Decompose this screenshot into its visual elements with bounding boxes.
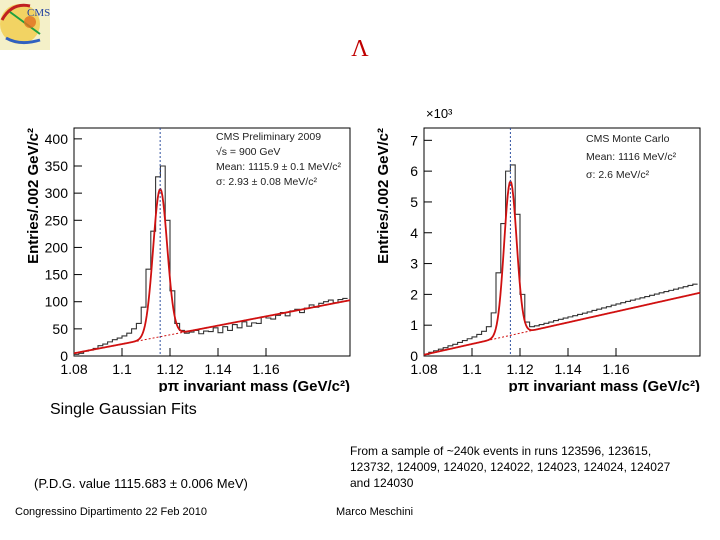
chart-annotation: √s = 900 GeV [216, 146, 280, 158]
x-tick-label: 1.14 [554, 361, 581, 377]
plot-frame [423, 127, 701, 357]
y-tick-label: 5 [410, 194, 418, 210]
x-tick-label: 1.1 [112, 361, 132, 377]
x-tick-label: 1.08 [60, 361, 87, 377]
chart-annotation: Mean: 1115.9 ± 0.1 MeV/c² [216, 161, 342, 173]
x-tick-label: 1.14 [204, 361, 231, 377]
y-tick-label: 400 [45, 131, 69, 147]
y-tick-label: 2 [410, 286, 418, 302]
cms-logo: CMS [0, 0, 50, 50]
y-tick-label: 150 [45, 267, 69, 283]
chart-annotation: σ: 2.93 ± 0.08 MeV/c² [216, 176, 317, 188]
gaussian-fit-line [423, 179, 701, 356]
chart-annotation: CMS Preliminary 2009 [216, 131, 321, 143]
y-axis-label: Entries/.002 GeV/c² [375, 128, 392, 264]
lambda-data-plot: 0 50 100 150 200 250 300 350 400 1.08 1.1 1.12 1.14 1… [25, 127, 351, 392]
pdg-note: (P.D.G. value 1115.683 ± 0.006 MeV) [34, 476, 248, 491]
histogram-series [73, 165, 348, 356]
fit-caption: Single Gaussian Fits [50, 401, 197, 418]
x-tick-label: 1.12 [156, 361, 183, 377]
x-tick-label: 1.08 [410, 361, 437, 377]
y-axis-label: Entries/.002 GeV/c² [25, 128, 42, 264]
x-tick-label: 1.16 [602, 361, 629, 377]
y-tick-label: 6 [410, 163, 418, 179]
slide-title: Λ [351, 36, 369, 62]
y-tick-label: 7 [410, 132, 418, 148]
y-tick-label: 350 [45, 158, 69, 174]
chart-annotation: CMS Monte Carlo [586, 133, 670, 145]
x-tick-label: 1.12 [506, 361, 533, 377]
y-tick-label: 4 [410, 225, 418, 241]
y-tick-label: 3 [410, 256, 418, 272]
y-tick-label: 300 [45, 185, 69, 201]
y-tick-label: 1 [410, 317, 418, 333]
chart-annotation: Mean: 1116 MeV/c² [586, 151, 677, 163]
y-tick-label: 0 [410, 348, 418, 364]
y-tick-label: 250 [45, 212, 69, 228]
footer-event: Congressino Dipartimento 22 Feb 2010 [15, 506, 208, 518]
sample-note: From a sample of ~240k events in runs 12… [350, 444, 671, 490]
chart-annotation: σ: 2.6 MeV/c² [586, 169, 650, 181]
y-tick-label: 200 [45, 239, 69, 255]
x-tick-label: 1.16 [252, 361, 279, 377]
y-tick-label: 0 [60, 348, 68, 364]
y-tick-label: 50 [52, 321, 68, 337]
y-exponent-label: ×10³ [426, 106, 453, 121]
histogram-series [423, 164, 698, 356]
svg-text:CMS: CMS [27, 7, 50, 19]
y-tick-label: 100 [45, 294, 69, 310]
x-tick-label: 1.1 [462, 361, 482, 377]
footer-author: Marco Meschini [336, 506, 414, 518]
x-axis-label: pπ invariant mass (GeV/c²) [508, 378, 700, 392]
gaussian-fit-line [73, 187, 351, 355]
lambda-mc-chart: 0 1 2 3 4 5 6 7 1.08 1.1 1.12 1.14 1.16 pπ invariant … [368, 100, 708, 392]
lambda-data-chart: 0 50 100 150 200 250 300 350 400 1.08 1.1 1.12 1.14 1… [18, 100, 358, 392]
x-axis-label: pπ invariant mass (GeV/c²) [158, 378, 350, 392]
plot-frame [73, 127, 351, 357]
